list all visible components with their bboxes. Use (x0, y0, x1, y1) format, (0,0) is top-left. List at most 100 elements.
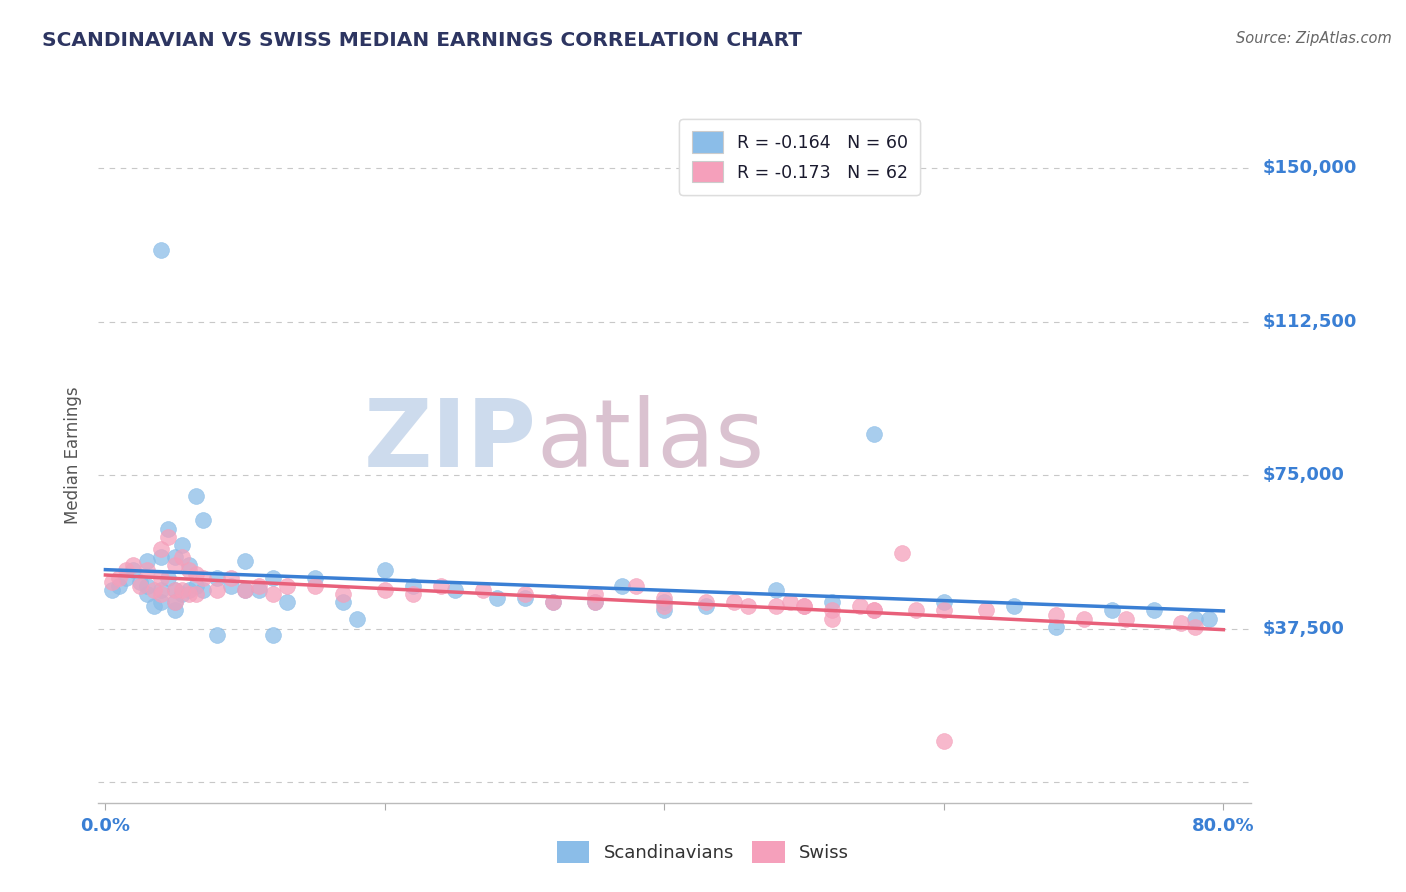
Point (179, 582, 201, 597)
Point (101, 582, 124, 597)
Point (304, 571, 326, 585)
Point (122, 562, 145, 576)
Point (346, 612, 368, 626)
Point (205, 628, 228, 642)
Point (737, 599, 759, 614)
Point (179, 587, 201, 601)
Point (115, 562, 138, 576)
Point (150, 587, 173, 601)
Point (513, 591, 536, 606)
Point (157, 522, 180, 536)
Legend: Scandinavians, Swiss: Scandinavians, Swiss (546, 830, 860, 874)
Point (863, 427, 886, 442)
Point (186, 566, 208, 581)
Point (193, 571, 215, 585)
Point (849, 599, 872, 614)
Point (863, 603, 886, 617)
Point (262, 628, 284, 642)
Point (219, 579, 242, 593)
Point (1170, 615, 1192, 630)
Point (122, 558, 145, 573)
Point (157, 571, 180, 585)
Point (143, 582, 166, 597)
Text: Source: ZipAtlas.com: Source: ZipAtlas.com (1236, 31, 1392, 46)
Point (541, 595, 564, 609)
Point (193, 513, 215, 527)
Point (179, 562, 201, 576)
Point (136, 579, 159, 593)
Point (136, 554, 159, 568)
Point (583, 595, 606, 609)
Text: ZIP: ZIP (364, 395, 537, 487)
Point (233, 582, 256, 597)
Point (471, 582, 494, 597)
Point (157, 530, 180, 544)
Point (247, 582, 270, 597)
Point (136, 587, 159, 601)
Point (233, 582, 256, 597)
Point (219, 571, 242, 585)
Y-axis label: Median Earnings: Median Earnings (65, 386, 83, 524)
Point (695, 599, 717, 614)
Point (150, 542, 173, 557)
Point (1101, 603, 1123, 617)
Point (765, 582, 787, 597)
Point (974, 603, 997, 617)
Point (172, 587, 194, 601)
Point (150, 244, 173, 258)
Point (583, 595, 606, 609)
Point (793, 599, 815, 614)
Point (374, 562, 396, 576)
Point (172, 538, 194, 552)
Point (932, 603, 955, 617)
Point (276, 595, 298, 609)
Text: $37,500: $37,500 (1263, 620, 1344, 638)
Point (101, 574, 124, 589)
Point (186, 587, 208, 601)
Point (443, 582, 465, 597)
Point (821, 612, 844, 626)
Point (172, 582, 194, 597)
Point (654, 595, 676, 609)
Point (583, 587, 606, 601)
Point (1198, 612, 1220, 626)
Point (262, 587, 284, 601)
Point (654, 603, 676, 617)
Point (165, 595, 187, 609)
Point (793, 599, 815, 614)
Point (165, 582, 187, 597)
Point (108, 571, 131, 585)
Point (1002, 599, 1025, 614)
Point (654, 599, 676, 614)
Point (205, 582, 228, 597)
Point (863, 603, 886, 617)
Point (115, 571, 138, 585)
Point (186, 489, 208, 503)
Point (165, 595, 187, 609)
Point (695, 595, 717, 609)
Legend: R = -0.164   N = 60, R = -0.173   N = 62: R = -0.164 N = 60, R = -0.173 N = 62 (679, 120, 920, 194)
Text: SCANDINAVIAN VS SWISS MEDIAN EARNINGS CORRELATION CHART: SCANDINAVIAN VS SWISS MEDIAN EARNINGS CO… (42, 31, 803, 50)
Point (1184, 612, 1206, 626)
Point (129, 574, 152, 589)
Point (193, 582, 215, 597)
Point (626, 579, 648, 593)
Point (513, 587, 536, 601)
Point (1045, 607, 1067, 622)
Point (402, 587, 425, 601)
Point (108, 579, 131, 593)
Point (247, 579, 270, 593)
Point (1045, 620, 1067, 634)
Point (654, 591, 676, 606)
Point (485, 591, 508, 606)
Point (165, 582, 187, 597)
Point (932, 734, 955, 748)
Point (1115, 612, 1137, 626)
Point (165, 603, 187, 617)
Point (821, 603, 844, 617)
Point (304, 579, 326, 593)
Point (150, 595, 173, 609)
Point (541, 595, 564, 609)
Point (143, 599, 166, 614)
Text: $150,000: $150,000 (1263, 160, 1357, 178)
